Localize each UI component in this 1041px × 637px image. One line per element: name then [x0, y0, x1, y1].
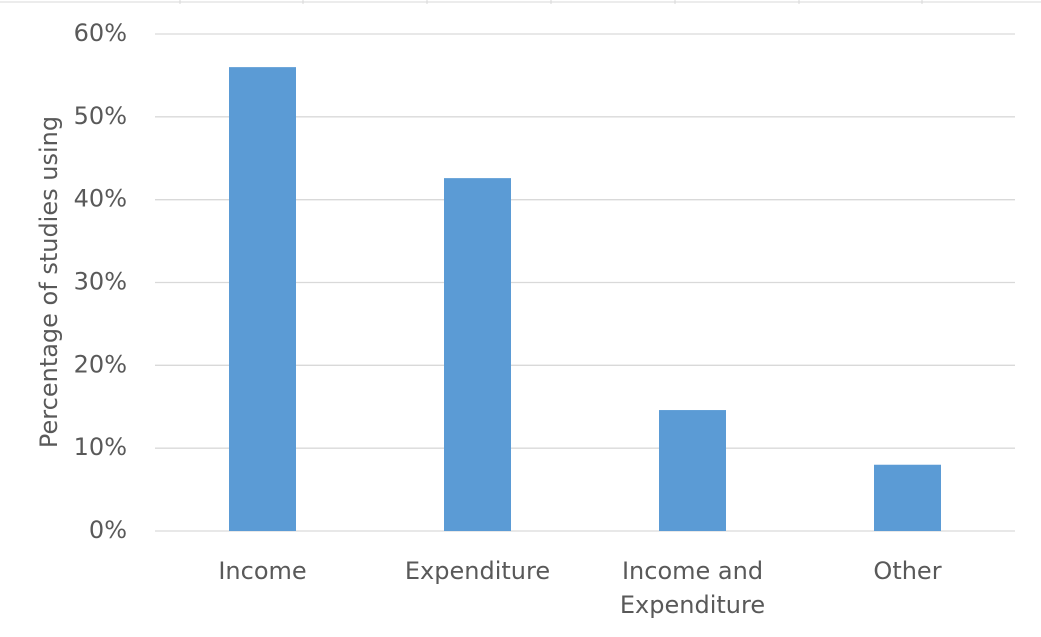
x-tick-label: Income and Expenditure [619, 557, 766, 619]
bar [229, 67, 296, 531]
y-tick-label: 50% [74, 102, 127, 130]
y-tick-label: 40% [74, 185, 127, 213]
bar [874, 464, 941, 531]
y-tick-label: 0% [89, 516, 127, 544]
y-tick-label: 60% [74, 19, 127, 47]
bar [659, 410, 726, 531]
y-tick-label: 20% [74, 350, 127, 378]
x-tick-label: Expenditure [404, 557, 551, 585]
y-axis-label: Percentage of studies using [35, 116, 63, 448]
y-tick-label: 30% [74, 268, 127, 296]
x-tick-label: Income [218, 557, 307, 585]
x-tick-label: Other [873, 557, 942, 585]
y-tick-label: 10% [74, 433, 127, 461]
bar [444, 178, 511, 531]
